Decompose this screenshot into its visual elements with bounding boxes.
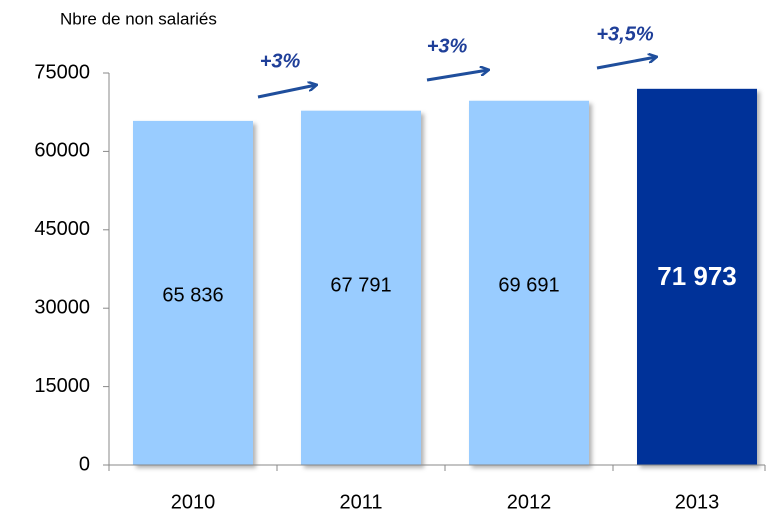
y-tick-label: 60000 — [34, 140, 90, 162]
annotation: +3,5% — [596, 23, 653, 45]
x-tick-label: 2012 — [507, 491, 552, 513]
y-tick-label: 0 — [79, 453, 90, 475]
bar — [133, 120, 253, 466]
arrow — [596, 57, 656, 70]
arrows — [257, 57, 656, 99]
x-tick-label: 2011 — [339, 491, 382, 513]
value-label: 69 691 — [498, 274, 559, 296]
bar — [469, 100, 589, 465]
y-tick-label: 75000 — [34, 61, 90, 83]
arrow — [426, 70, 488, 82]
value-label: 71 973 — [657, 261, 737, 291]
value-label: 67 791 — [330, 274, 391, 296]
x-tick-label: 2013 — [675, 491, 720, 513]
arrow — [257, 85, 316, 99]
value-label: 65 836 — [162, 284, 223, 306]
y-axis-label: Nbre de non salariés — [60, 9, 217, 28]
annotation: +3% — [427, 35, 468, 57]
y-tick-label: 45000 — [34, 218, 90, 240]
x-tick-label: 2010 — [171, 491, 216, 513]
bar — [301, 110, 421, 465]
y-tick-label: 15000 — [34, 375, 90, 397]
annotation: +3% — [260, 50, 301, 72]
bar — [637, 88, 757, 466]
y-tick-label: 30000 — [34, 296, 90, 318]
